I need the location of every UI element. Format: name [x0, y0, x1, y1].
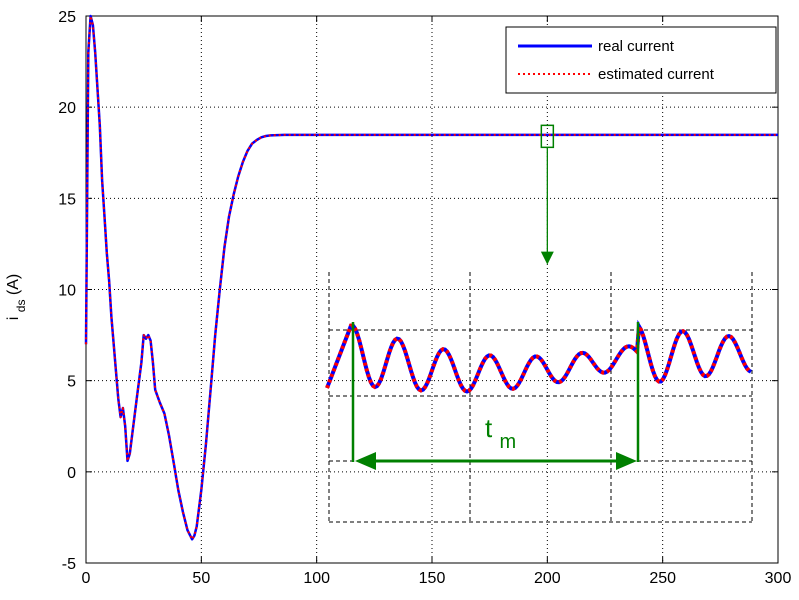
x-tick-label: 50 — [192, 570, 210, 587]
y-tick-label: -5 — [62, 556, 76, 573]
inset-arrowhead-left — [355, 452, 376, 470]
y-tick-label: 25 — [58, 9, 76, 26]
grid — [86, 16, 778, 563]
x-tick-label: 200 — [534, 570, 561, 587]
x-tick-label: 150 — [419, 570, 446, 587]
x-tick-label: 100 — [303, 570, 330, 587]
y-axis-label-sub: ds — [14, 300, 28, 313]
x-tick-label: 250 — [649, 570, 676, 587]
series-lines — [84, 14, 778, 541]
legend: real current estimated current — [505, 26, 777, 94]
axis-ticks — [85, 15, 779, 564]
inset-label-main: t — [485, 413, 493, 443]
x-tick-label: 0 — [82, 570, 91, 587]
y-tick-label: 20 — [58, 100, 76, 117]
x-tick-label: 300 — [765, 570, 792, 587]
y-axis-label: i ds (A) — [5, 274, 28, 320]
series-real-current — [84, 14, 778, 541]
axis-tick-labels: 0 50 100 150 200 250 300 -5 0 5 10 15 20 25 — [58, 9, 791, 587]
inset-period-label: t m — [485, 413, 516, 453]
y-tick-label: 5 — [67, 374, 76, 391]
zoom-annotation — [540, 124, 555, 265]
legend-label-estimated: estimated current — [598, 66, 715, 83]
inset-label-sub: m — [499, 431, 516, 453]
y-tick-label: 0 — [67, 465, 76, 482]
inset-wave-real — [325, 319, 752, 394]
y-tick-label: 10 — [58, 283, 76, 300]
legend-box — [505, 26, 777, 94]
inset-grid — [328, 272, 753, 523]
inset-arrowhead-right — [616, 452, 637, 470]
y-axis-label-main: i — [5, 317, 22, 321]
inset-detail: t m — [325, 272, 753, 523]
legend-label-real: real current — [598, 38, 675, 55]
y-axis-label-unit: (A) — [5, 274, 22, 295]
y-tick-label: 15 — [58, 191, 76, 208]
